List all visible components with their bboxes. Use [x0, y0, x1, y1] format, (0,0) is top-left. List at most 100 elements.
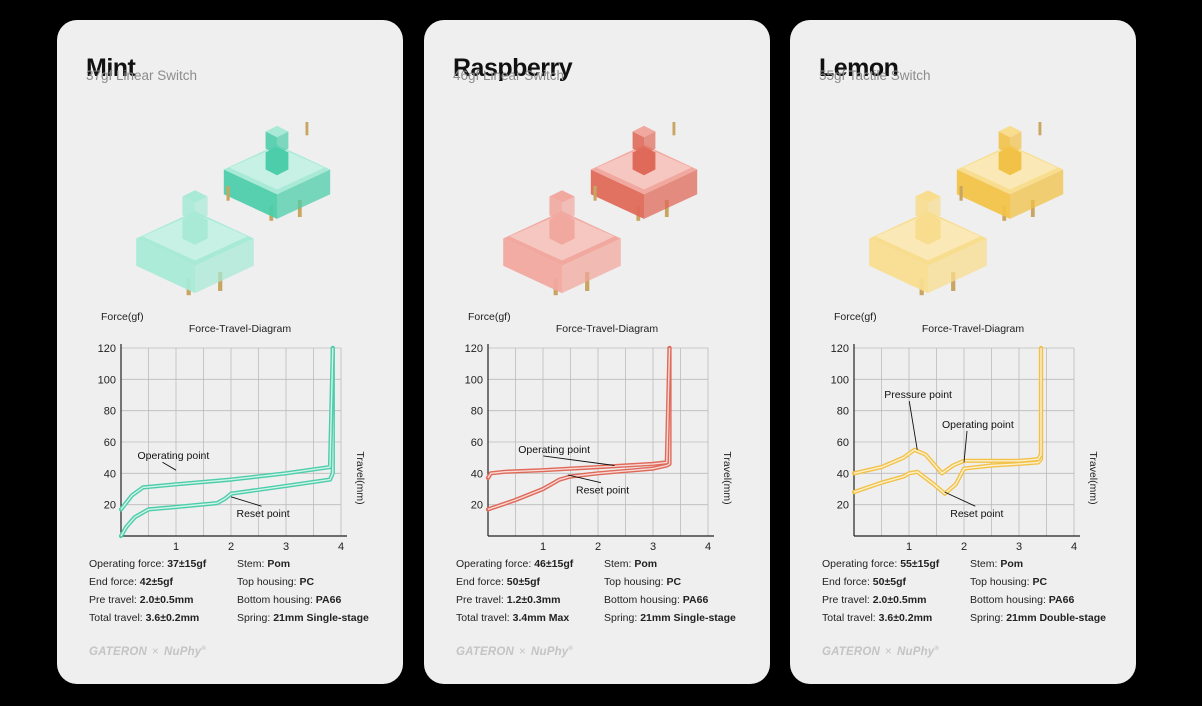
x-tick-label: 4 — [1071, 541, 1077, 550]
switch-image — [503, 122, 698, 296]
switch-pin — [218, 272, 223, 291]
chart-grid — [853, 347, 1075, 536]
spec-operating-force: Operating force: 37±15gf — [89, 558, 207, 570]
spec-operating-force: Operating force: 55±15gf — [822, 558, 940, 570]
brand-logo: GATERON × NuPhy® — [456, 646, 574, 658]
switch-pin — [951, 272, 956, 291]
y-tick-label: 60 — [837, 437, 849, 449]
chart-grid — [487, 347, 709, 536]
chart-ylabel: Force(gf) — [468, 311, 511, 323]
switch-pin — [1030, 199, 1035, 217]
switch-card-lemon: Lemon 55gf Tactile Switch Force(gf) Forc… — [790, 20, 1136, 684]
switch-image — [136, 122, 331, 296]
x-tick-label: 2 — [228, 541, 234, 550]
annotation-label: Pressure point — [884, 389, 952, 401]
chart-xlabel: Travel(mm) — [354, 451, 366, 504]
switch-card-raspberry: Raspberry 46gf Linear Switch Force(gf) F… — [424, 20, 770, 684]
y-tick-label: 100 — [98, 374, 116, 386]
chart-title: Force-Travel-Diagram — [556, 323, 659, 335]
switch-pin — [297, 199, 302, 217]
series-line-highlight — [487, 347, 671, 479]
y-tick-label: 40 — [837, 468, 849, 480]
series-line-highlight — [487, 348, 671, 511]
annotation-label: Operating point — [138, 450, 210, 462]
switch-pin — [664, 199, 669, 217]
switch-base-right — [928, 238, 987, 294]
x-tick-label: 2 — [961, 541, 967, 550]
switch-pin — [959, 186, 963, 201]
switch-base-right — [277, 169, 331, 219]
spec-spring: Spring: 21mm Single-stage — [237, 612, 369, 624]
card-title: Mint — [86, 54, 136, 82]
series-line-highlight — [120, 348, 334, 537]
force-travel-chart: Force(gf) Force-Travel-Diagram Travel(mm… — [831, 311, 1099, 550]
switch-base-right — [562, 238, 621, 294]
x-tick-label: 4 — [705, 541, 711, 550]
force-travel-chart: Force(gf) Force-Travel-Diagram Travel(mm… — [465, 311, 733, 550]
spec-end-force: End force: 50±5gf — [822, 576, 906, 588]
switch-front — [869, 186, 987, 296]
series-line-highlight — [120, 347, 334, 510]
card-title: Raspberry — [453, 54, 573, 82]
spec-pre-travel: Pre travel: 2.0±0.5mm — [822, 594, 927, 606]
y-tick-label: 80 — [837, 406, 849, 418]
spec-stem: Stem: Pom — [604, 558, 658, 570]
force-travel-chart: Force(gf) Force-Travel-Diagram Travel(mm… — [98, 311, 366, 550]
spec-stem: Stem: Pom — [237, 558, 291, 570]
x-tick-label: 1 — [906, 541, 912, 550]
switch-stem-side — [265, 131, 277, 155]
switch-base-left — [223, 169, 277, 219]
switch-stem-top — [632, 125, 656, 138]
annotation-leader — [944, 491, 976, 507]
spec-total-travel: Total travel: 3.6±0.2mm — [89, 612, 200, 624]
annotation-leader — [908, 401, 918, 450]
switch-stem-side — [1010, 131, 1022, 155]
switch-base-left — [590, 169, 644, 219]
y-tick-label: 60 — [471, 437, 483, 449]
chart-ylabel: Force(gf) — [834, 311, 877, 323]
switch-stem-side — [549, 196, 562, 222]
switch-base-left — [503, 238, 562, 294]
spec-stem: Stem: Pom — [970, 558, 1024, 570]
switch-stem-side — [277, 131, 289, 155]
x-tick-label: 1 — [173, 541, 179, 550]
y-tick-label: 100 — [465, 374, 483, 386]
switch-stem — [182, 213, 208, 245]
switch-base-left — [869, 238, 928, 294]
y-tick-label: 40 — [471, 468, 483, 480]
series-line-highlight — [853, 348, 1042, 495]
annotation-leader — [567, 474, 602, 484]
switch-stem-top — [182, 190, 208, 203]
spec-bottom-housing: Bottom housing: PA66 — [604, 594, 709, 606]
switch-pin — [672, 122, 676, 136]
brand-logo: GATERON × NuPhy® — [89, 646, 207, 658]
spec-operating-force: Operating force: 46±15gf — [456, 558, 574, 570]
switch-stem — [265, 146, 289, 176]
y-tick-label: 120 — [465, 343, 483, 355]
y-tick-label: 60 — [104, 437, 116, 449]
spec-list: Operating force: 46±15gf End force: 50±5… — [456, 558, 756, 634]
x-tick-label: 3 — [283, 541, 289, 550]
annotation-label: Operating point — [942, 419, 1014, 431]
card-title: Lemon — [819, 54, 899, 82]
x-tick-label: 2 — [595, 541, 601, 550]
spec-spring: Spring: 21mm Single-stage — [604, 612, 736, 624]
y-tick-label: 80 — [471, 406, 483, 418]
y-tick-label: 100 — [831, 374, 849, 386]
spec-list: Operating force: 55±15gf End force: 50±5… — [822, 558, 1122, 634]
switch-pin — [585, 272, 590, 291]
x-tick-label: 1 — [540, 541, 546, 550]
x-tick-label: 3 — [1016, 541, 1022, 550]
switch-stem-side — [915, 196, 928, 222]
switch-stem-side — [644, 131, 656, 155]
annotation-leader — [162, 461, 177, 471]
switch-base-right — [1010, 169, 1064, 219]
switch-image — [869, 122, 1064, 296]
spec-list: Operating force: 37±15gf End force: 42±5… — [89, 558, 389, 634]
switch-stem-side — [562, 196, 575, 222]
switch-stem — [915, 213, 941, 245]
annotation-leader — [963, 430, 968, 463]
switch-back — [956, 122, 1064, 221]
spec-total-travel: Total travel: 3.4mm Max — [456, 612, 570, 624]
annotation-label: Operating point — [518, 444, 590, 456]
